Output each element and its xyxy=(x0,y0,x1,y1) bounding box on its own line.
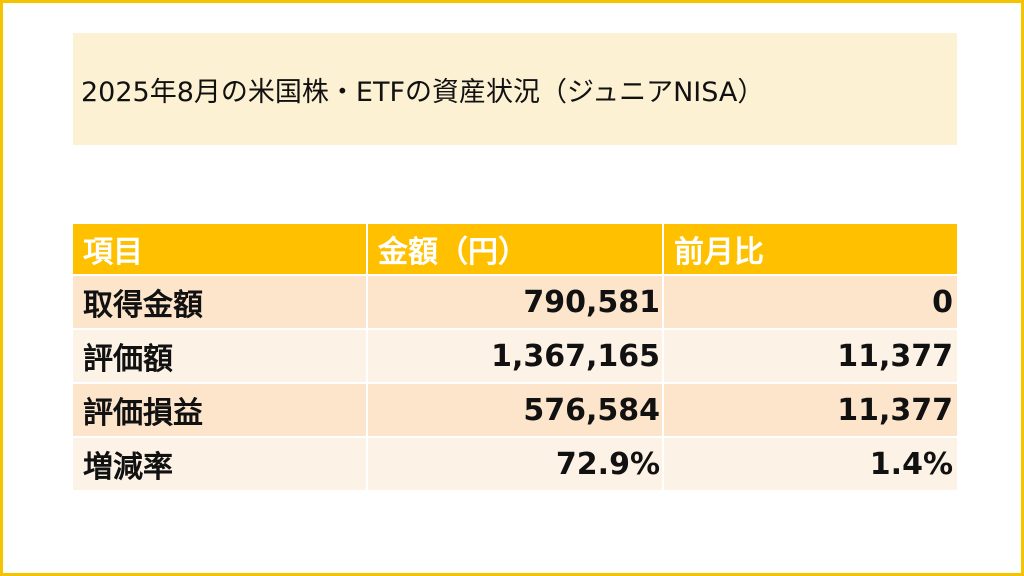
row-amount: 1,367,165 xyxy=(368,330,662,382)
header-item: 項目 xyxy=(73,224,366,274)
row-mom: 11,377 xyxy=(664,330,957,382)
row-label: 増減率 xyxy=(73,438,366,490)
row-mom: 0 xyxy=(664,276,957,328)
row-amount: 72.9% xyxy=(368,438,662,490)
row-label: 取得金額 xyxy=(73,276,366,328)
title-banner: 2025年8月の米国株・ETFの資産状況（ジュニアNISA） xyxy=(73,33,957,145)
table-header-row: 項目 金額（円） 前月比 xyxy=(73,224,957,274)
row-label: 評価額 xyxy=(73,330,366,382)
page-title: 2025年8月の米国株・ETFの資産状況（ジュニアNISA） xyxy=(81,76,765,108)
row-amount: 576,584 xyxy=(368,384,662,436)
row-label: 評価損益 xyxy=(73,384,366,436)
table-row-valuation: 評価額 1,367,165 11,377 xyxy=(73,330,957,382)
table-row-gain-loss: 評価損益 576,584 11,377 xyxy=(73,384,957,436)
header-mom: 前月比 xyxy=(664,224,957,274)
row-mom: 1.4% xyxy=(664,438,957,490)
row-mom: 11,377 xyxy=(664,384,957,436)
asset-table: 項目 金額（円） 前月比 取得金額 790,581 0 評価額 1,367,16… xyxy=(73,224,957,492)
table-row-acquisition: 取得金額 790,581 0 xyxy=(73,276,957,328)
row-amount: 790,581 xyxy=(368,276,662,328)
header-amount: 金額（円） xyxy=(368,224,662,274)
table-row-change-rate: 増減率 72.9% 1.4% xyxy=(73,438,957,490)
